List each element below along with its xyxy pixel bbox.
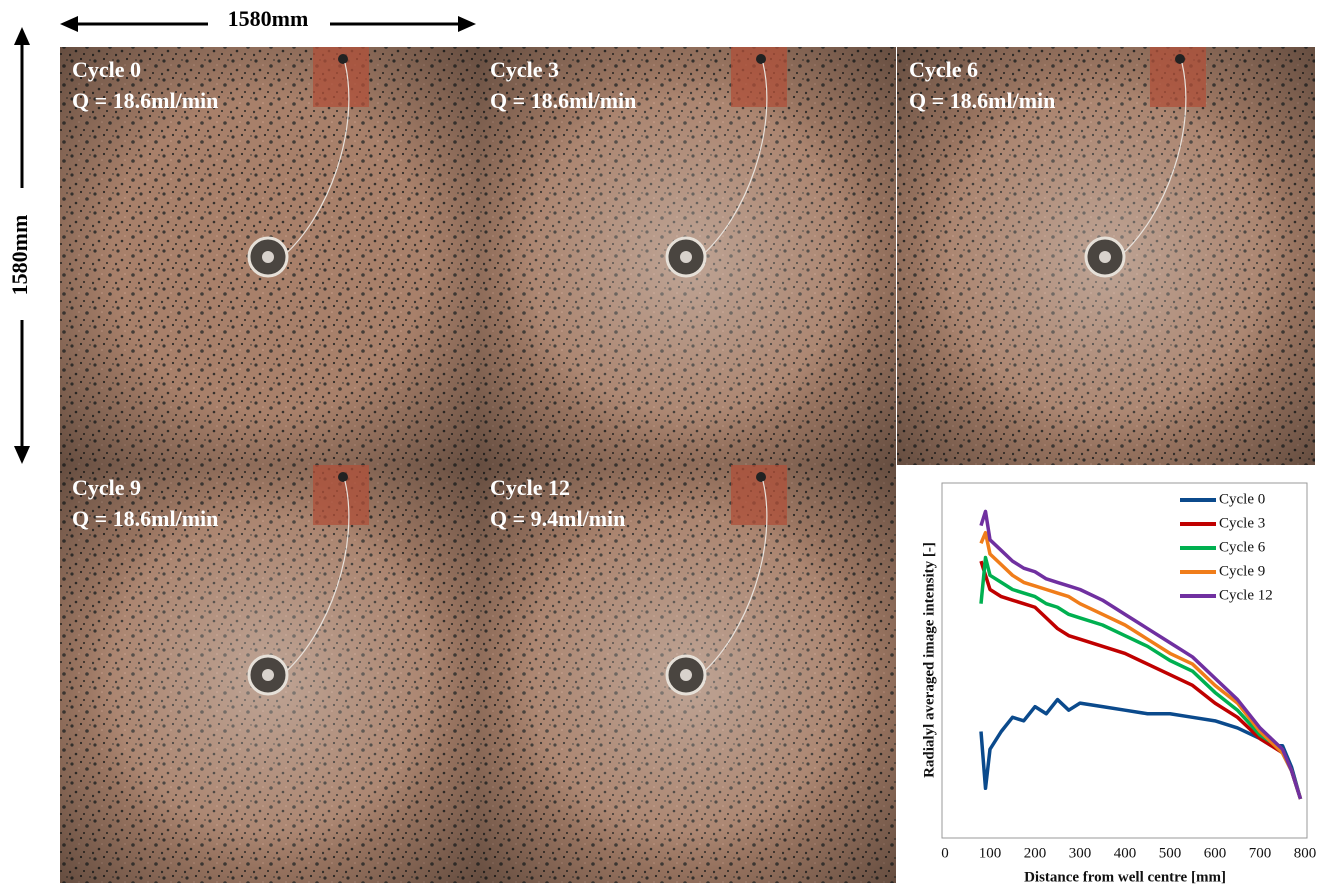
x-tick-label: 500 bbox=[1159, 845, 1182, 861]
x-tick-label: 800 bbox=[1294, 845, 1317, 861]
pipe-fitting bbox=[338, 54, 348, 64]
cycle-label: Cycle 6 bbox=[909, 57, 978, 82]
width-label: 1580mm bbox=[228, 6, 309, 31]
legend-label: Cycle 0 bbox=[1219, 491, 1265, 507]
flow-label: Q = 18.6ml/min bbox=[490, 88, 636, 113]
x-tick-label: 600 bbox=[1204, 845, 1227, 861]
legend-label: Cycle 6 bbox=[1219, 539, 1266, 555]
legend-label: Cycle 3 bbox=[1219, 515, 1265, 531]
pipe-fitting bbox=[756, 472, 766, 482]
cycle-label: Cycle 9 bbox=[72, 475, 141, 500]
legend-label: Cycle 12 bbox=[1219, 587, 1273, 603]
legend-label: Cycle 9 bbox=[1219, 563, 1265, 579]
chart: Distance from well centre [mm] Radialyl … bbox=[900, 468, 1327, 887]
well-core bbox=[680, 669, 692, 681]
photo-panel: Cycle 12 Q = 9.4ml/min bbox=[478, 465, 896, 883]
well-core bbox=[262, 251, 274, 263]
series-line bbox=[979, 560, 1303, 800]
flow-label: Q = 18.6ml/min bbox=[72, 506, 218, 531]
well-core bbox=[262, 669, 274, 681]
x-tick-label: 300 bbox=[1069, 845, 1092, 861]
series-line bbox=[979, 509, 1303, 800]
series-line bbox=[979, 530, 1303, 800]
photo-panel: Cycle 9 Q = 18.6ml/min bbox=[60, 465, 478, 883]
x-axis-label: Distance from well centre [mm] bbox=[1024, 869, 1226, 885]
height-label: 1580mm bbox=[7, 215, 32, 296]
x-tick-label: 200 bbox=[1024, 845, 1047, 861]
flow-label: Q = 18.6ml/min bbox=[909, 88, 1055, 113]
photo-panel: Cycle 3 Q = 18.6ml/min bbox=[478, 47, 896, 465]
cycle-label: Cycle 0 bbox=[72, 57, 141, 82]
well-core bbox=[680, 251, 692, 263]
y-axis-label: Radialyl averaged image intensity [-] bbox=[921, 542, 937, 778]
pipe-fitting bbox=[1175, 54, 1185, 64]
tube bbox=[1116, 62, 1187, 260]
tube bbox=[697, 62, 768, 260]
x-tick-label: 400 bbox=[1114, 845, 1137, 861]
tube bbox=[279, 62, 350, 260]
x-tick-label: 700 bbox=[1249, 845, 1272, 861]
pipe-fitting bbox=[338, 472, 348, 482]
tube bbox=[697, 480, 768, 678]
cycle-label: Cycle 12 bbox=[490, 475, 570, 500]
tube bbox=[279, 480, 350, 678]
width-dimension: 1580mm bbox=[60, 6, 476, 32]
photo-panel: Cycle 0 Q = 18.6ml/min bbox=[60, 47, 478, 465]
photo-panel: Cycle 6 Q = 18.6ml/min bbox=[897, 47, 1315, 465]
x-tick-label: 0 bbox=[941, 845, 949, 861]
photo-panels: Cycle 0 Q = 18.6ml/min Cycle 3 Q = 18.6ml/m… bbox=[60, 47, 1315, 883]
pipe-fitting bbox=[756, 54, 766, 64]
well-core bbox=[1099, 251, 1111, 263]
flow-label: Q = 18.6ml/min bbox=[72, 88, 218, 113]
height-dimension: 1580mm bbox=[7, 27, 32, 464]
flow-label: Q = 9.4ml/min bbox=[490, 506, 625, 531]
x-tick-label: 100 bbox=[979, 845, 1002, 861]
cycle-label: Cycle 3 bbox=[490, 57, 559, 82]
